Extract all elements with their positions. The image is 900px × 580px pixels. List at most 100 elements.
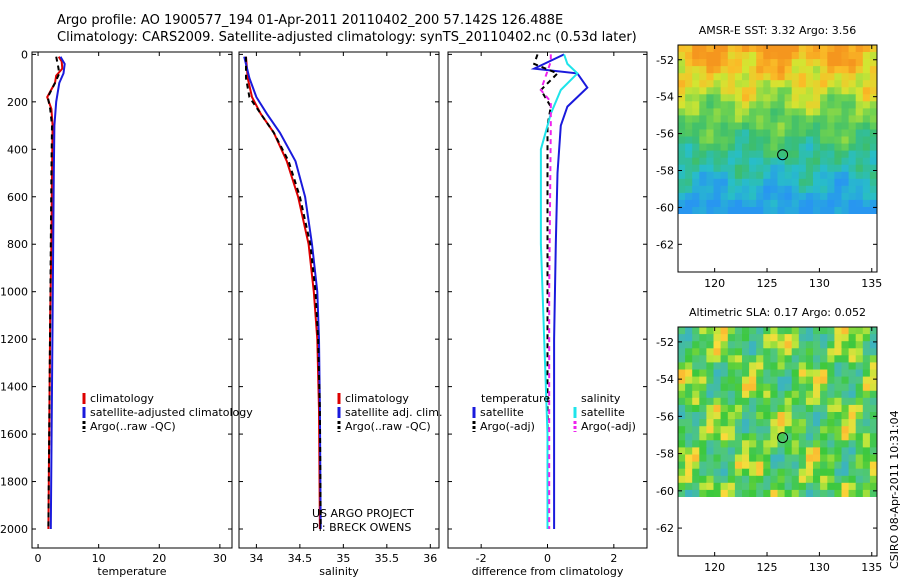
heatmap-cell: [734, 129, 743, 138]
heatmap-cell: [692, 454, 700, 463]
heatmap-cell: [827, 461, 835, 470]
legend-title-salinity: salinity: [581, 392, 621, 405]
heatmap-cell: [855, 475, 864, 484]
heatmap-cell: [862, 87, 871, 95]
heatmap-cell: [699, 115, 707, 123]
heatmap-cell: [813, 447, 821, 456]
heatmap-cell: [834, 122, 843, 131]
heatmap-cell: [798, 122, 807, 131]
heatmap-cell: [713, 87, 722, 95]
heatmap-cell: [784, 419, 793, 427]
heatmap-cell: [699, 171, 707, 180]
heatmap-cell: [869, 468, 877, 477]
heatmap-cell: [805, 440, 814, 448]
heatmap-cell: [841, 397, 850, 406]
heatmap-cell: [813, 440, 821, 448]
heatmap-cell: [749, 87, 757, 95]
heatmap-cell: [834, 383, 843, 392]
heatmap-cell: [749, 150, 757, 159]
heatmap-cell: [820, 348, 828, 356]
heatmap-cell: [784, 157, 793, 166]
heatmap-cell: [862, 482, 871, 491]
heatmap-cell: [834, 150, 843, 159]
heatmap-cell: [706, 66, 715, 74]
heatmap-cell: [777, 150, 786, 159]
heatmap-cell: [742, 178, 750, 187]
heatmap-cell: [820, 207, 828, 214]
heatmap-cell: [848, 185, 857, 194]
heatmap-cell: [855, 397, 864, 406]
heatmap-cell: [827, 433, 835, 441]
heatmap-cell: [756, 482, 764, 491]
heatmap-cell: [713, 157, 722, 166]
heatmap-cell: [749, 122, 757, 131]
heatmap-cell: [791, 150, 800, 159]
heatmap-cell: [777, 157, 786, 166]
heatmap-cell: [692, 185, 700, 194]
heatmap-cell: [827, 348, 835, 356]
heatmap-cell: [685, 80, 693, 88]
heatmap-cell: [678, 108, 686, 116]
heatmap-cell: [777, 341, 786, 349]
heatmap-cell: [763, 52, 771, 60]
heatmap-cell: [699, 178, 707, 187]
heatmap-cell: [756, 164, 764, 173]
heatmap-cell: [848, 447, 857, 456]
heatmap-cell: [841, 348, 850, 356]
heatmap-cell: [827, 115, 835, 123]
heatmap-cell: [770, 108, 779, 116]
heatmap-cell: [706, 461, 715, 470]
heatmap-cell: [742, 80, 750, 88]
heatmap-cell: [763, 108, 771, 116]
legend-argo: Argo(..raw -QC): [345, 420, 431, 433]
heatmap-cell: [749, 376, 757, 385]
heatmap-cell: [770, 404, 779, 413]
heatmap-cell: [770, 489, 779, 497]
heatmap-cell: [770, 73, 779, 81]
heatmap-cell: [734, 157, 743, 166]
heatmap-cell: [805, 185, 814, 194]
heatmap-cell: [685, 341, 693, 349]
heatmap-cell: [827, 362, 835, 371]
heatmap-cell: [805, 489, 814, 497]
heatmap-cell: [706, 150, 715, 159]
heatmap-cell: [777, 454, 786, 463]
heatmap-cell: [791, 369, 800, 378]
heatmap-cell: [763, 115, 771, 123]
heatmap-cell: [784, 52, 793, 60]
heatmap-cell: [855, 419, 864, 427]
heatmap-cell: [699, 45, 707, 53]
heatmap-cell: [834, 143, 843, 152]
heatmap-cell: [798, 171, 807, 180]
heatmap-cell: [841, 73, 850, 81]
heatmap-cell: [791, 115, 800, 123]
heatmap-cell: [841, 433, 850, 441]
heatmap-cell: [784, 199, 793, 208]
heatmap-cell: [742, 419, 750, 427]
heatmap-cell: [834, 412, 843, 420]
heatmap-cell: [862, 101, 871, 109]
heatmap-cell: [841, 199, 850, 208]
heatmap-cell: [798, 164, 807, 173]
heatmap-cell: [869, 433, 877, 441]
heatmap-cell: [869, 348, 877, 356]
heatmap-cell: [848, 108, 857, 116]
heatmap-cell: [770, 419, 779, 427]
heatmap-cell: [855, 45, 864, 53]
heatmap-cell: [813, 468, 821, 477]
heatmap-cell: [791, 404, 800, 413]
heatmap-cell: [678, 52, 686, 60]
heatmap-cell: [734, 136, 743, 145]
heatmap-cell: [820, 115, 828, 123]
heatmap-cell: [848, 66, 857, 74]
heatmap-cell: [855, 185, 864, 194]
heatmap-cell: [678, 355, 686, 363]
heatmap-cell: [784, 489, 793, 497]
heatmap-cell: [763, 419, 771, 427]
heatmap-cell: [827, 185, 835, 194]
heatmap-cell: [699, 447, 707, 456]
heatmap-cell: [742, 482, 750, 491]
heatmap-cell: [692, 412, 700, 420]
heatmap-cell: [862, 341, 871, 349]
heatmap-cell: [834, 101, 843, 109]
